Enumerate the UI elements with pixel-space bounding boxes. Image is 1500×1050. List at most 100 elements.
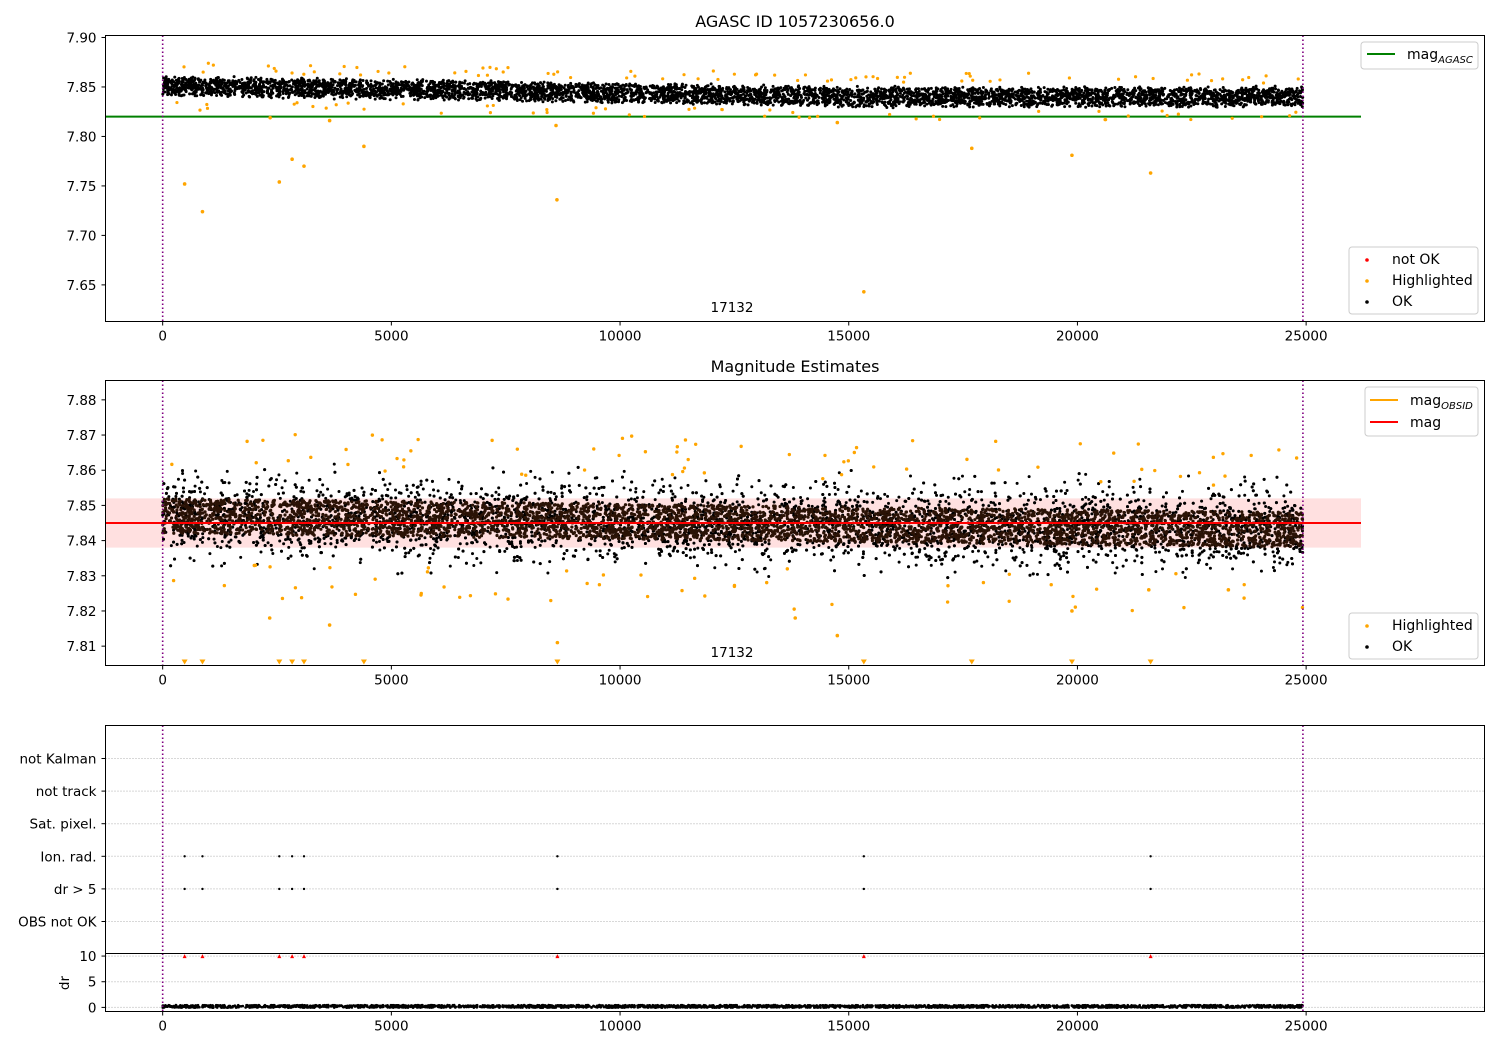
ok-point (440, 80, 444, 84)
ok-point (594, 87, 598, 91)
ok-point (673, 97, 677, 101)
ok-point (808, 101, 812, 105)
ok-point (258, 83, 262, 87)
ok-point (952, 97, 956, 101)
ok-point (228, 83, 232, 87)
ok-point (1193, 89, 1197, 93)
ok-point (822, 88, 826, 92)
ok-point (971, 105, 975, 109)
ok-point (546, 81, 550, 85)
ok-point (275, 94, 279, 98)
ok-point (331, 78, 335, 82)
ok-point (247, 81, 251, 85)
ok-point (1186, 100, 1190, 104)
ok-point (822, 84, 826, 88)
ok-point (442, 87, 446, 91)
ok-point (216, 86, 220, 90)
ok-point (330, 88, 334, 92)
ok-point (331, 83, 335, 87)
ok-point (606, 98, 610, 102)
ok-point (617, 100, 621, 104)
ok-point (828, 89, 832, 93)
ok-point (479, 89, 483, 93)
ok-point (564, 94, 568, 98)
ok-point (1282, 94, 1286, 98)
ok-point (769, 101, 773, 105)
ok-point (633, 82, 637, 86)
ok-point (533, 99, 537, 103)
ok-point (484, 93, 488, 97)
ok-point (662, 86, 666, 90)
ok-point (805, 92, 809, 96)
ok-point (1027, 105, 1031, 109)
ok-point (764, 93, 768, 97)
ok-point (1168, 89, 1172, 93)
ok-point (498, 90, 502, 94)
ok-point (358, 78, 362, 82)
ok-point (781, 101, 785, 105)
ok-point (680, 94, 684, 98)
ok-point (353, 83, 357, 87)
ok-point (431, 82, 435, 86)
ok-point (297, 81, 301, 85)
ok-point (240, 77, 244, 81)
ok-point (553, 84, 557, 88)
ok-point (1154, 96, 1158, 100)
ok-point (220, 93, 224, 97)
ok-point (184, 90, 188, 94)
ok-point (898, 100, 902, 104)
ok-point (602, 94, 606, 98)
ok-point (261, 80, 265, 84)
ok-point (167, 91, 171, 95)
ok-point (415, 86, 419, 90)
ok-point (965, 93, 969, 97)
ok-point (1170, 91, 1174, 95)
ok-point (1207, 97, 1211, 101)
ok-point (855, 95, 859, 99)
ok-point (527, 84, 531, 88)
ok-point (683, 101, 687, 105)
ok-point (771, 89, 775, 93)
ok-point (1295, 98, 1299, 102)
ok-point (802, 92, 806, 96)
ok-point (675, 101, 679, 105)
ok-point (528, 89, 532, 93)
ok-point (1120, 104, 1124, 108)
ok-point (657, 90, 661, 94)
ok-point (423, 96, 427, 100)
ok-point (207, 83, 211, 87)
ok-point (856, 89, 860, 93)
ok-point (776, 86, 780, 90)
ok-point (992, 100, 996, 104)
ok-point (791, 101, 795, 105)
ok-point (642, 99, 646, 103)
ok-point (853, 92, 857, 96)
ok-point (1087, 103, 1091, 107)
ok-point (584, 88, 588, 92)
ok-point (325, 83, 329, 87)
ok-point (1022, 101, 1026, 105)
ok-point (525, 99, 529, 103)
ok-point (888, 92, 892, 96)
ok-point (795, 98, 799, 102)
ok-point (409, 94, 413, 98)
ok-point (1274, 87, 1278, 91)
ok-point (474, 82, 478, 86)
ok-point (1098, 105, 1102, 109)
ok-point (1271, 86, 1275, 90)
ok-point (1198, 86, 1202, 90)
ok-point (248, 86, 252, 90)
ok-point (542, 80, 546, 84)
ok-point (780, 89, 784, 93)
ok-point (365, 87, 369, 91)
ok-point (1011, 87, 1015, 91)
ok-point (1272, 90, 1276, 94)
ok-point (1123, 90, 1127, 94)
ok-point (835, 85, 839, 89)
ok-point (539, 81, 543, 85)
ok-point (1253, 99, 1257, 103)
ok-point (1181, 97, 1185, 101)
ok-point (574, 82, 578, 86)
ok-point (447, 87, 451, 91)
ok-point (1045, 90, 1049, 94)
